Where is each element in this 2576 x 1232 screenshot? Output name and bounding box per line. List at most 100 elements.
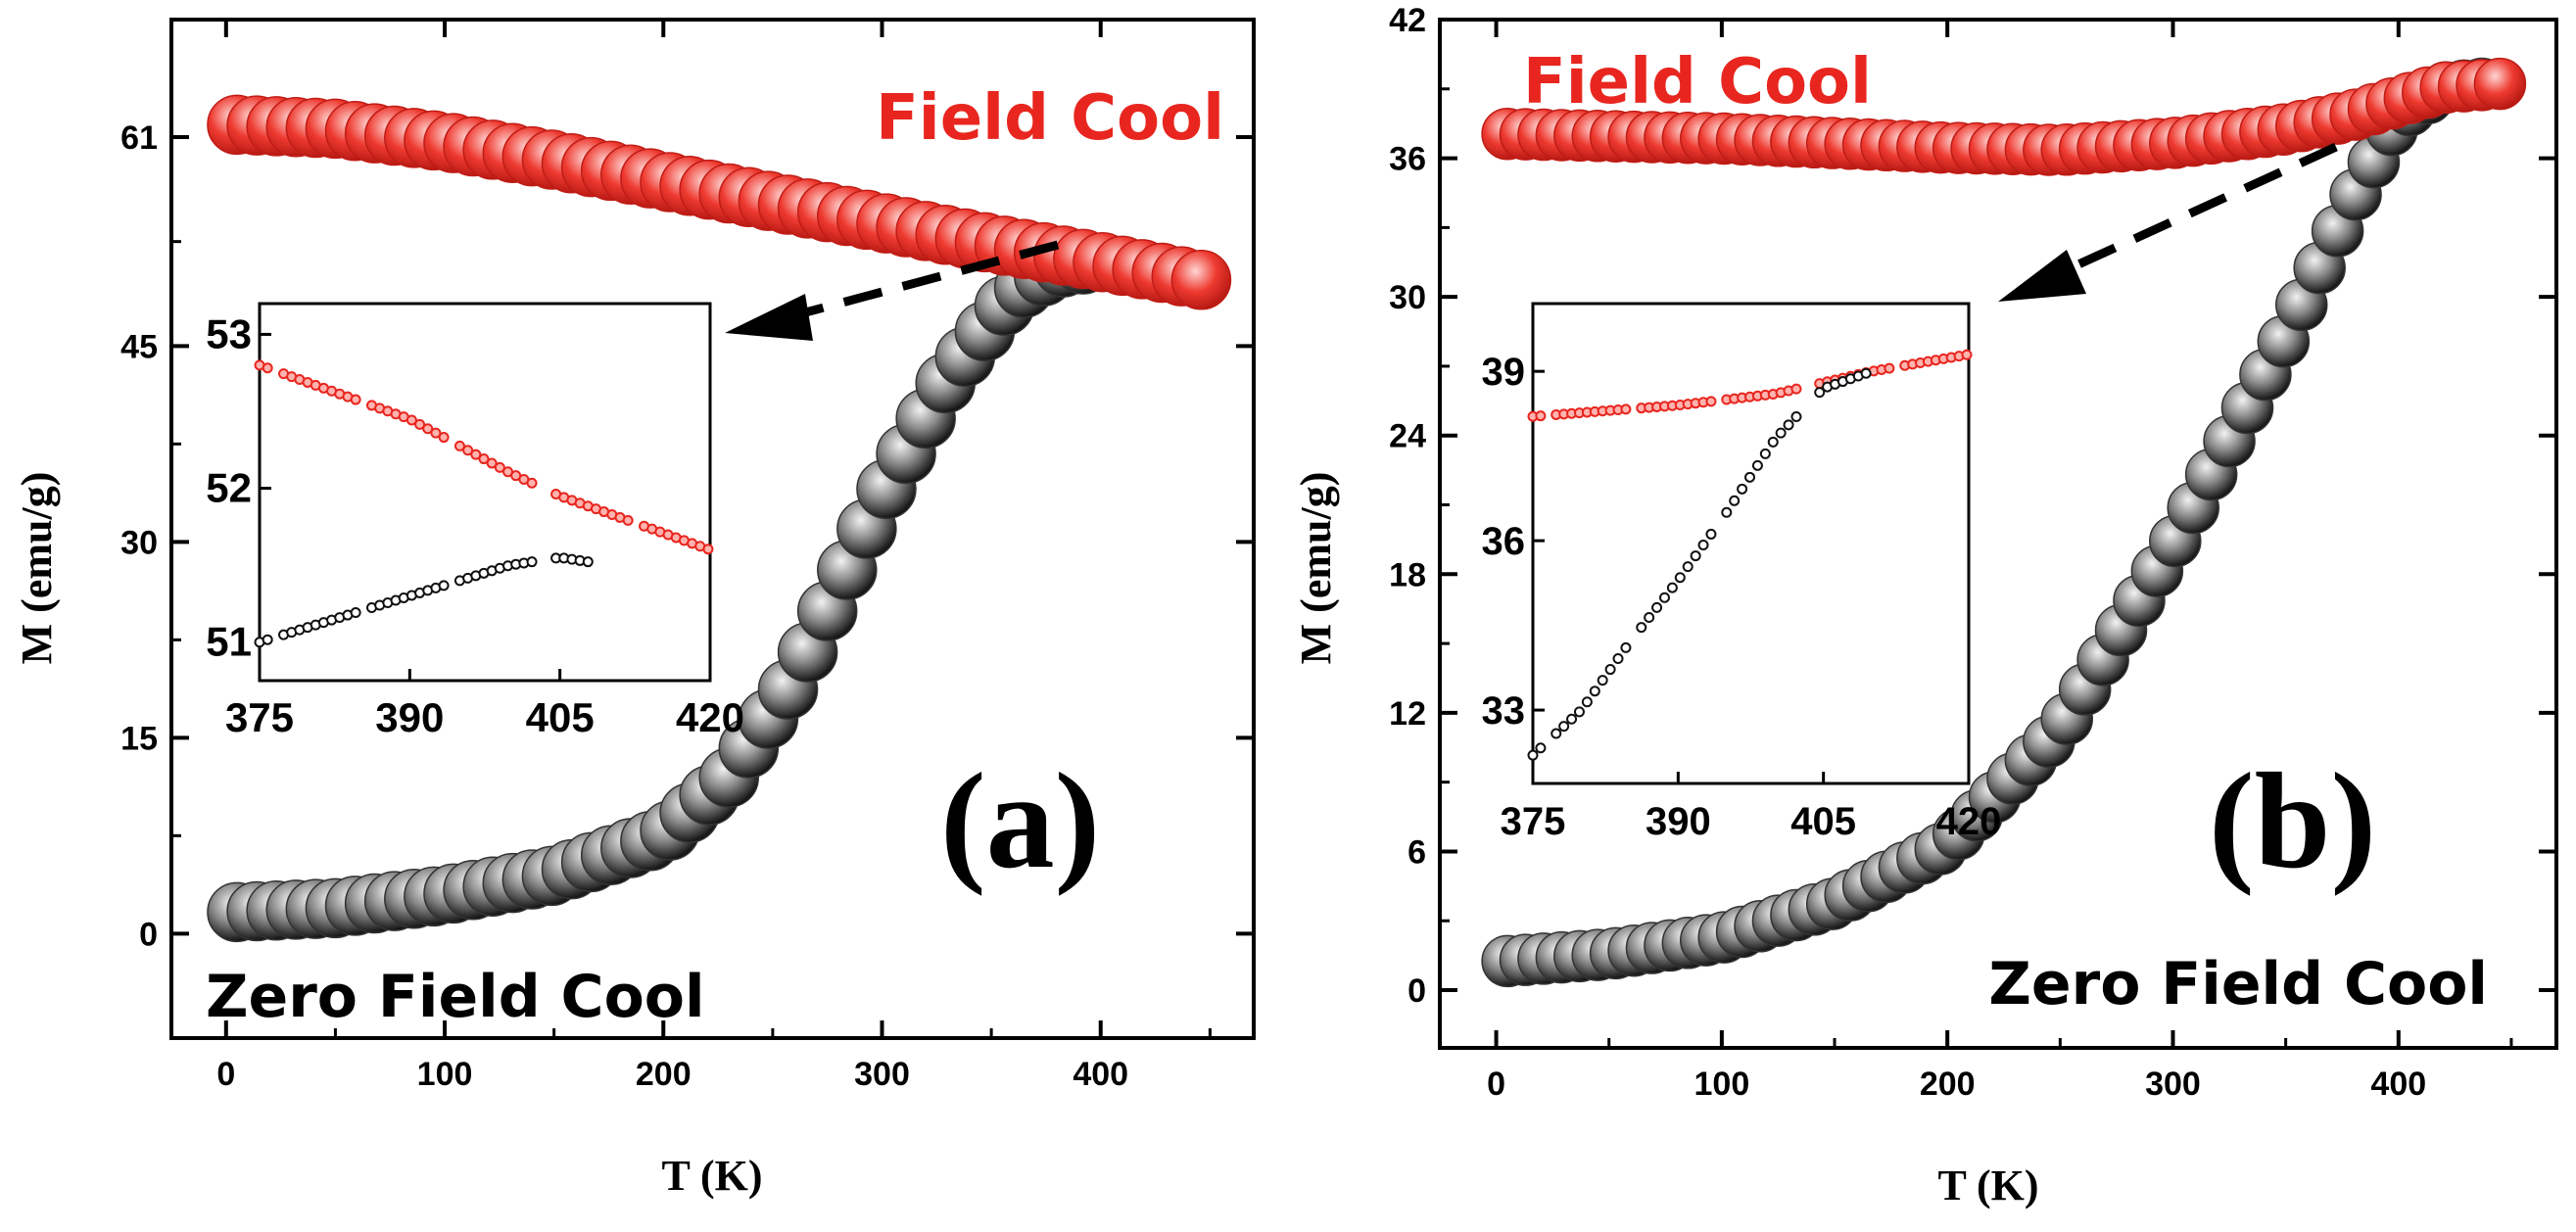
panel-b-inset-zfc-point <box>1775 427 1787 439</box>
panel-b-inset-zfc-point <box>1705 528 1717 540</box>
panel-b-inset-fc-point <box>1705 396 1717 407</box>
panel-b-inset-zfc-point <box>1674 572 1686 584</box>
panel-b-inset-fc-point <box>1884 362 1895 374</box>
panel-a-inset-fc-point <box>430 427 442 439</box>
panel-a-inset-fc-point <box>486 457 498 469</box>
panel-a-inset-series <box>254 359 714 648</box>
panel-b-field-cool-label: Field Cool <box>1523 46 1872 118</box>
panel-b-inset-zfc-point <box>1759 448 1771 459</box>
panel-b-inset-ticks: 375 390 405 420 33 36 39 <box>1482 351 2002 843</box>
panel-a-x-axis-label: T (K) <box>661 1152 762 1200</box>
panel-a-x-tick-label: 400 <box>1073 1056 1128 1093</box>
panel-b-frame <box>1438 18 2558 1050</box>
panel-b-inset-zfc-point <box>1737 483 1748 495</box>
panel-a-inset-fc-point <box>494 461 505 473</box>
panel-a-y-tick-label: 15 <box>120 720 158 757</box>
panel-b-inset-zfc-point <box>1767 436 1779 448</box>
panel-b-y-tick-label: 0 <box>1407 972 1426 1010</box>
panel-a-inset-x-tick-label: 405 <box>526 694 595 740</box>
panel-b-inset-zfc-point <box>1558 721 1570 733</box>
panel-b-inset-zfc-point <box>1751 459 1763 471</box>
panel-a-axis-ticks: 0 100 200 300 400 0 15 30 45 61 <box>120 20 1254 1093</box>
panel-a-frame <box>169 18 1256 1040</box>
panel-b-inset-zfc-point <box>1690 550 1701 562</box>
panel-a-inset-x-tick-label: 420 <box>676 694 744 740</box>
panel-a-y-axis-label: M (emu/g) <box>13 472 61 665</box>
panel-a-y-tick-label: 45 <box>120 328 158 365</box>
panel-b-inset-zfc-point <box>1682 561 1693 573</box>
panel-b-y-tick-label: 24 <box>1389 418 1426 455</box>
panel-a-x-tick-label: 100 <box>417 1056 473 1093</box>
panel-a-field-cool-label: Field Cool <box>876 82 1224 155</box>
panel-b-inset-x-tick-label: 420 <box>1936 800 2002 843</box>
panel-a-fc-point <box>1170 249 1232 310</box>
panel-b-y-tick-label: 42 <box>1389 2 1426 39</box>
panel-b-inset: 375 390 405 420 33 36 39 <box>1482 302 2002 843</box>
panel-b-inset-fc-point <box>1620 403 1632 415</box>
panel-a-inset-zfc-point <box>262 634 273 645</box>
panel-a-inset-zfc-point <box>526 556 538 568</box>
panel-b-y-axis-label: M (emu/g) <box>1292 472 1340 665</box>
panel-a-x-tick-label: 300 <box>854 1056 910 1093</box>
panel-a-inset-y-tick-label: 51 <box>206 619 252 665</box>
panel-b-inset-y-tick-label: 36 <box>1482 520 1526 563</box>
panel-b: 0 100 200 300 400 0 6 12 18 24 30 36 42 T (K) M (emu… <box>1292 2 2558 1209</box>
panel-b-inset-zfc-point <box>1729 495 1741 506</box>
panel-b-inset-zfc-point <box>1612 652 1624 664</box>
panel-a-inset-zfc-point <box>582 556 594 568</box>
panel-a-inset-fc-point <box>478 453 490 465</box>
panel-b-inset-zfc-point <box>1581 696 1593 708</box>
panel-b-x-tick-label: 0 <box>1487 1066 1505 1103</box>
panel-a-inset-zfc-point <box>350 607 361 619</box>
panel-b-inset-zfc-point <box>1589 686 1600 697</box>
panel-b-inset-zfc-point <box>1604 664 1616 676</box>
panel-a-inset-fc-point <box>262 362 273 374</box>
panel-b-inset-y-tick-label: 33 <box>1482 689 1526 733</box>
panel-b-inset-zfc-point <box>1527 749 1539 761</box>
panel-a-zero-field-cool-label: Zero Field Cool <box>206 963 705 1031</box>
panel-b-series <box>1481 57 2527 988</box>
panel-b-zero-field-cool-label: Zero Field Cool <box>1988 950 2488 1019</box>
panel-a-inset-fc-point <box>422 423 434 435</box>
panel-b-inset-zfc-point <box>1550 728 1562 739</box>
panel-a-series <box>207 94 1232 943</box>
panel-a-inset-fc-point <box>702 544 714 555</box>
panel-b-inset-zfc-point <box>1573 706 1585 718</box>
panel-a-inset-fc-point <box>462 445 474 456</box>
panel-b-inset-fc-point <box>1790 383 1802 395</box>
panel-b-inset-x-tick-label: 405 <box>1790 800 1856 843</box>
panel-a-inset-ticks: 375 390 405 420 51 52 53 <box>206 310 744 740</box>
panel-a-letter: (a) <box>940 745 1100 897</box>
panel-a-inset-y-tick-label: 52 <box>206 465 252 511</box>
panel-b-y-tick-label: 18 <box>1389 556 1426 593</box>
panel-a: 0 100 200 300 400 0 15 30 45 61 T (K) M (emu/g) F… <box>13 18 1256 1200</box>
panel-b-inset-zfc-point <box>1535 742 1547 754</box>
panel-b-inset-zfc-point <box>1783 419 1794 431</box>
panel-b-inset-zfc-point <box>1597 675 1608 687</box>
panel-b-axis-ticks: 0 100 200 300 400 0 6 12 18 24 30 36 42 <box>1389 2 2556 1103</box>
panel-a-inset-fc-point <box>438 432 450 444</box>
panel-a-inset-y-tick-label: 53 <box>206 310 252 356</box>
panel-a-arrow-head <box>725 294 813 341</box>
panel-b-inset-fc-point <box>1535 410 1547 422</box>
panel-b-inset-zfc-point <box>1860 367 1872 379</box>
panel-a-inset-fc-point <box>470 449 482 460</box>
panel-b-inset-zfc-point <box>1566 713 1578 725</box>
panel-b-inset-zfc-point <box>1651 601 1663 613</box>
panel-a-inset-zfc-point <box>438 580 450 592</box>
panel-b-inset-zfc-point <box>1790 411 1802 423</box>
panel-a-inset-fc-point <box>414 418 426 430</box>
panel-b-inset-y-tick-label: 39 <box>1482 351 1526 394</box>
panel-a-inset-fc-point <box>405 414 417 426</box>
panel-b-inset-zfc-point <box>1697 539 1709 550</box>
panel-a-inset-fc-point <box>350 394 361 405</box>
panel-a-y-tick-label: 61 <box>120 119 158 157</box>
panel-b-fc-point <box>2473 57 2527 111</box>
panel-b-inset-fc-point <box>1961 349 1973 360</box>
panel-a-inset-fc-point <box>622 514 634 526</box>
panel-b-inset-series <box>1527 349 1973 761</box>
panel-b-inset-zfc-point <box>1636 622 1647 634</box>
panel-a-inset-x-tick-label: 390 <box>375 694 444 740</box>
panel-b-inset-x-tick-label: 375 <box>1501 800 1566 843</box>
panel-b-inset-zfc-point <box>1744 471 1756 483</box>
